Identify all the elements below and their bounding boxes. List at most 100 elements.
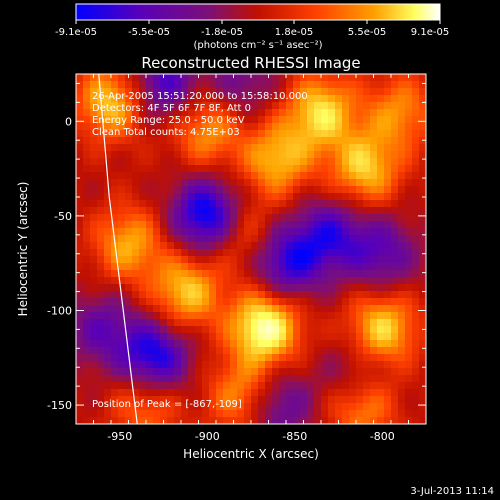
heatmap-cell <box>356 368 364 376</box>
heatmap-cell <box>314 410 322 418</box>
heatmap-cell <box>125 298 133 306</box>
heatmap-cell <box>139 256 147 264</box>
heatmap-cell <box>279 221 287 229</box>
heatmap-cell <box>167 312 175 320</box>
heatmap-cell <box>377 249 385 257</box>
heatmap-cell <box>90 326 98 334</box>
heatmap-cell <box>384 200 392 208</box>
heatmap-cell <box>363 263 371 271</box>
heatmap-cell <box>104 291 112 299</box>
heatmap-cell <box>83 207 91 215</box>
heatmap-cell <box>104 305 112 313</box>
heatmap-cell <box>363 368 371 376</box>
heatmap-cell <box>111 263 119 271</box>
heatmap-cell <box>230 151 238 159</box>
heatmap-cell <box>391 74 399 82</box>
heatmap-cell <box>76 186 84 194</box>
heatmap-cell <box>398 396 406 404</box>
heatmap-cell <box>328 221 336 229</box>
heatmap-cell <box>174 270 182 278</box>
heatmap-cell <box>314 151 322 159</box>
heatmap-cell <box>139 389 147 397</box>
heatmap-cell <box>90 319 98 327</box>
heatmap-cell <box>174 172 182 180</box>
heatmap-cell <box>202 410 210 418</box>
heatmap-cell <box>209 410 217 418</box>
heatmap-cell <box>216 172 224 180</box>
heatmap-cell <box>125 130 133 138</box>
heatmap-cell <box>195 333 203 341</box>
heatmap-cell <box>181 396 189 404</box>
heatmap-cell <box>83 263 91 271</box>
heatmap-cell <box>111 123 119 131</box>
heatmap-cell <box>76 228 84 236</box>
heatmap-cell <box>188 389 196 397</box>
heatmap-cell <box>97 81 105 89</box>
heatmap-cell <box>272 270 280 278</box>
heatmap-cell <box>328 186 336 194</box>
heatmap-cell <box>391 179 399 187</box>
heatmap-cell <box>412 221 420 229</box>
heatmap-cell <box>223 375 231 383</box>
heatmap-cell <box>272 144 280 152</box>
heatmap-cell <box>342 207 350 215</box>
heatmap-cell <box>195 158 203 166</box>
heatmap-cell <box>132 95 140 103</box>
heatmap-cell <box>328 123 336 131</box>
heatmap-cell <box>83 333 91 341</box>
heatmap-cell <box>251 200 259 208</box>
heatmap-cell <box>237 389 245 397</box>
heatmap-cell <box>97 270 105 278</box>
heatmap-cell <box>188 242 196 250</box>
heatmap-cell <box>314 95 322 103</box>
heatmap-cell <box>321 382 329 390</box>
heatmap-cell <box>216 165 224 173</box>
heatmap-cell <box>279 284 287 292</box>
heatmap-cell <box>307 410 315 418</box>
heatmap-cell <box>251 326 259 334</box>
heatmap-cell <box>230 186 238 194</box>
heatmap-cell <box>181 263 189 271</box>
heatmap-cell <box>181 298 189 306</box>
heatmap-cell <box>83 354 91 362</box>
heatmap-cell <box>363 193 371 201</box>
heatmap-cell <box>160 368 168 376</box>
heatmap-cell <box>272 368 280 376</box>
heatmap-cell <box>174 396 182 404</box>
heatmap-cell <box>167 200 175 208</box>
heatmap-cell <box>391 312 399 320</box>
heatmap-cell <box>405 284 413 292</box>
heatmap-cell <box>83 298 91 306</box>
heatmap-cell <box>146 130 154 138</box>
heatmap-cell <box>412 102 420 110</box>
heatmap-cell <box>195 228 203 236</box>
heatmap-cell <box>419 186 426 194</box>
heatmap-cell <box>349 396 357 404</box>
heatmap-cell <box>412 179 420 187</box>
heatmap-cell <box>146 165 154 173</box>
heatmap-cell <box>314 319 322 327</box>
heatmap-cell <box>202 284 210 292</box>
heatmap-cell <box>223 123 231 131</box>
heatmap-cell <box>321 270 329 278</box>
heatmap-cell <box>230 368 238 376</box>
heatmap-cell <box>97 249 105 257</box>
heatmap-cell <box>125 312 133 320</box>
heatmap-cell <box>90 291 98 299</box>
heatmap-cell <box>412 291 420 299</box>
heatmap-cell <box>342 361 350 369</box>
heatmap-cell <box>223 249 231 257</box>
heatmap-cell <box>83 347 91 355</box>
heatmap-cell <box>111 396 119 404</box>
heatmap-cell <box>258 347 266 355</box>
heatmap-cell <box>230 361 238 369</box>
heatmap-cell <box>293 235 301 243</box>
heatmap-cell <box>370 165 378 173</box>
heatmap-cell <box>181 319 189 327</box>
heatmap-cell <box>76 319 84 327</box>
heatmap-cell <box>146 95 154 103</box>
heatmap-cell <box>356 144 364 152</box>
heatmap-cell <box>104 410 112 418</box>
heatmap-cell <box>398 312 406 320</box>
heatmap-cell <box>286 193 294 201</box>
